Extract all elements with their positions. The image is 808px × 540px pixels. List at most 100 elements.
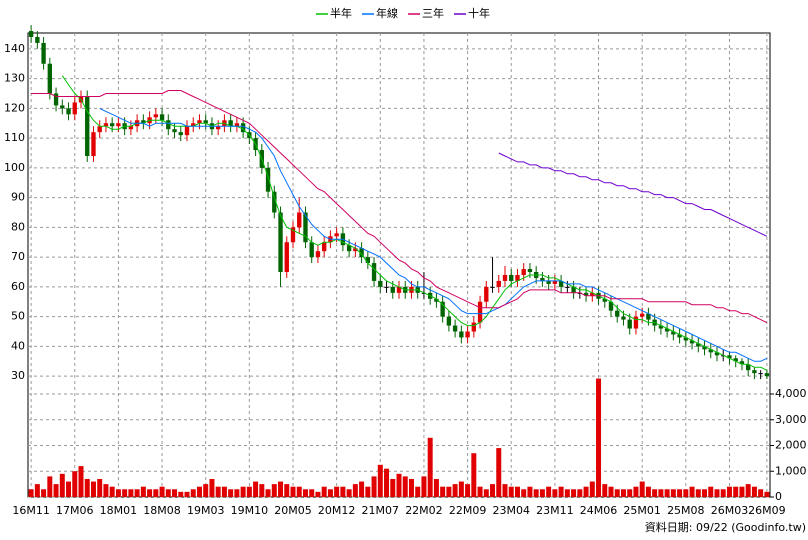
candle-body (384, 286, 389, 288)
candle-body (359, 248, 364, 258)
volume-bar (203, 484, 209, 497)
candle-body (565, 286, 570, 288)
x-tick-label: 21M07 (362, 504, 400, 517)
y-tick-label: 120 (4, 101, 25, 114)
x-tick-label: 20M12 (318, 504, 356, 517)
candle-body (477, 301, 483, 323)
volume-bar (321, 486, 327, 497)
candle-body (396, 286, 402, 293)
candle-body (509, 274, 514, 281)
candle-body (334, 233, 339, 237)
volume-bar (278, 481, 284, 497)
candle-body (116, 123, 121, 127)
volume-bar (41, 489, 47, 497)
volume-bar (490, 484, 496, 497)
volume-bar (28, 489, 34, 497)
volume-bar (408, 478, 414, 497)
source-note: 資料日期: 09/22 (Goodinfo.tw) (645, 520, 806, 534)
volume-bar (47, 476, 53, 497)
volume-bar (59, 473, 65, 497)
candle-body (346, 245, 352, 252)
candle-body (552, 280, 558, 284)
candle-body (272, 191, 277, 213)
volume-bar (733, 486, 739, 497)
volume-bar (546, 486, 552, 497)
volume-bar (683, 489, 689, 497)
candle-body (739, 361, 745, 365)
volume-bar (284, 484, 290, 497)
x-tick-label: 17M06 (56, 504, 94, 517)
y-tick-label: 100 (4, 161, 25, 174)
candle-body (141, 120, 146, 124)
volume-bar (140, 486, 146, 497)
volume-bar (702, 489, 708, 497)
candle-body (97, 126, 102, 133)
candle-body (633, 316, 639, 329)
candle-body (621, 316, 626, 320)
x-tick-label: 16M11 (12, 504, 50, 517)
candle-body (471, 322, 477, 332)
x-tick-label: 22M09 (449, 504, 487, 517)
candle-body (708, 349, 713, 353)
volume-bar (639, 481, 645, 497)
volume-bar (558, 486, 564, 497)
volume-bar (390, 478, 396, 497)
volume-bar (415, 486, 421, 497)
volume-bar (240, 486, 246, 497)
volume-bar (452, 484, 458, 497)
volume-bar (670, 489, 676, 497)
volume-bar (714, 489, 720, 497)
candle-body (465, 331, 470, 338)
volume-bar (134, 489, 140, 497)
volume-bar (103, 484, 109, 497)
y-tick-label: 130 (4, 72, 25, 85)
candle-body (184, 126, 190, 136)
volume-bar (34, 484, 40, 497)
candle-body (484, 286, 489, 302)
candle-body (353, 248, 358, 252)
volume-bar (128, 489, 134, 497)
volume-bar (465, 484, 471, 497)
x-tick-label: 18M08 (143, 504, 181, 517)
volume-bar (720, 489, 726, 497)
volume-bar (508, 486, 514, 497)
volume-bar (246, 486, 252, 497)
volume-bar (365, 486, 371, 497)
volume-bar (122, 489, 128, 497)
volume-bar (184, 491, 190, 497)
volume-bar (147, 489, 153, 497)
volume-bar (758, 489, 764, 497)
volume-bar (502, 484, 508, 497)
volume-bar (751, 486, 757, 497)
volume-bar (527, 486, 533, 497)
volume-bar (446, 486, 452, 497)
candle-body (452, 325, 458, 332)
volume-bar (165, 489, 171, 497)
y2-tick-label: 4,000 (775, 387, 807, 400)
volume-bar (645, 486, 651, 497)
x-tick-label: 26M03 (711, 504, 749, 517)
volume-bar (433, 478, 439, 497)
volume-bar (172, 489, 178, 497)
volume-bar (334, 486, 340, 497)
volume-bar (271, 484, 277, 497)
volume-bar (234, 489, 240, 497)
candle-body (745, 364, 751, 371)
y-tick-label: 80 (11, 220, 25, 233)
volume-bar (359, 481, 365, 497)
candle-body (664, 328, 670, 332)
candle-body (671, 331, 676, 335)
volume-bar (596, 378, 602, 497)
candle-body (297, 212, 302, 228)
volume-bar (296, 486, 302, 497)
volume-bar (589, 481, 595, 497)
x-tick-label: 23M04 (492, 504, 530, 517)
candle-body (197, 120, 202, 124)
volume-bar (440, 486, 446, 497)
ma-line (31, 90, 768, 324)
candle-body (602, 298, 607, 302)
volume-bar (695, 489, 701, 497)
candle-body (109, 123, 115, 127)
candle-body (502, 274, 508, 281)
